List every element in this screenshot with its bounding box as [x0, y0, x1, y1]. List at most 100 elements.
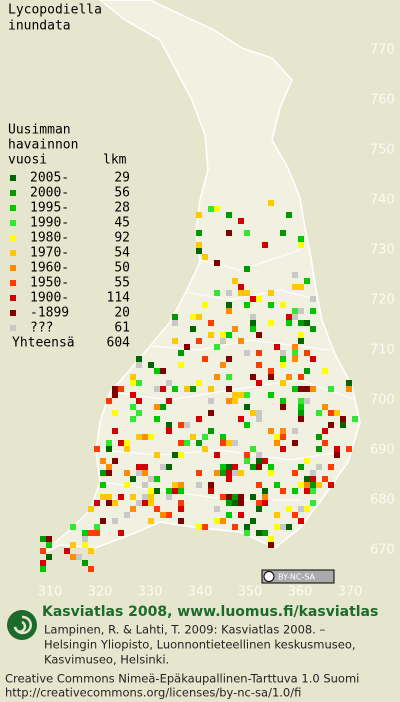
record-square — [328, 464, 334, 470]
record-square — [238, 290, 244, 296]
record-square — [268, 290, 274, 296]
record-square — [100, 458, 106, 464]
record-square — [82, 560, 88, 566]
record-square — [328, 422, 334, 428]
record-square — [196, 380, 202, 386]
record-square — [298, 404, 304, 410]
record-square — [166, 464, 172, 470]
record-square — [310, 488, 316, 494]
legend-swatch — [10, 250, 16, 256]
easting-label: 340 — [188, 585, 213, 600]
record-square — [166, 494, 172, 500]
title: inundata — [8, 19, 71, 34]
legend-swatch — [10, 310, 16, 316]
record-square — [94, 500, 100, 506]
record-square — [238, 494, 244, 500]
record-square — [250, 320, 256, 326]
record-square — [244, 230, 250, 236]
record-square — [310, 386, 316, 392]
record-square — [124, 470, 130, 476]
record-square — [178, 488, 184, 494]
record-square — [298, 332, 304, 338]
record-square — [280, 362, 286, 368]
record-square — [262, 500, 268, 506]
legend-count: 50 — [114, 261, 130, 276]
record-square — [244, 350, 250, 356]
record-square — [334, 446, 340, 452]
record-square — [274, 482, 280, 488]
record-square — [280, 350, 286, 356]
record-square — [106, 440, 112, 446]
record-square — [226, 476, 232, 482]
northing-label: 670 — [370, 543, 395, 558]
legend-count: 28 — [114, 201, 130, 216]
record-square — [298, 464, 304, 470]
record-square — [70, 524, 76, 530]
record-square — [88, 548, 94, 554]
legend-count: 55 — [114, 276, 130, 291]
record-square — [256, 452, 262, 458]
legend-count: 114 — [107, 291, 131, 306]
record-square — [304, 350, 310, 356]
record-square — [190, 314, 196, 320]
record-square — [304, 458, 310, 464]
record-square — [286, 314, 292, 320]
record-square — [220, 464, 226, 470]
record-square — [136, 470, 142, 476]
record-square — [232, 494, 238, 500]
record-square — [70, 554, 76, 560]
cc-icon — [263, 571, 275, 582]
record-square — [298, 284, 304, 290]
record-square — [112, 458, 118, 464]
record-square — [94, 446, 100, 452]
legend-label: 1995- — [30, 201, 69, 216]
record-square — [298, 398, 304, 404]
legend-header: havainnon — [8, 138, 78, 153]
record-square — [280, 434, 286, 440]
record-square — [226, 500, 232, 506]
record-square — [268, 392, 274, 398]
record-square — [286, 212, 292, 218]
record-square — [280, 488, 286, 494]
record-square — [100, 494, 106, 500]
record-square — [316, 410, 322, 416]
record-square — [172, 488, 178, 494]
record-square — [196, 314, 202, 320]
record-square — [262, 530, 268, 536]
record-square — [184, 386, 190, 392]
record-square — [220, 362, 226, 368]
record-square — [292, 512, 298, 518]
record-square — [196, 212, 202, 218]
record-square — [298, 482, 304, 488]
record-square — [196, 248, 202, 254]
record-square — [190, 434, 196, 440]
record-square — [124, 440, 130, 446]
record-square — [178, 422, 184, 428]
record-square — [280, 428, 286, 434]
record-square — [178, 452, 184, 458]
record-square — [244, 458, 250, 464]
record-square — [256, 332, 262, 338]
record-square — [286, 524, 292, 530]
record-square — [226, 356, 232, 362]
record-square — [154, 404, 160, 410]
record-square — [208, 488, 214, 494]
record-square — [268, 470, 274, 476]
record-square — [202, 356, 208, 362]
record-square — [244, 392, 250, 398]
record-square — [280, 302, 286, 308]
record-square — [256, 506, 262, 512]
record-square — [304, 278, 310, 284]
record-square — [184, 440, 190, 446]
record-square — [226, 512, 232, 518]
record-square — [130, 404, 136, 410]
legend-label: 2000- — [30, 186, 69, 201]
citation: Helsingin Yliopisto, Luonnontieteellinen… — [44, 638, 356, 652]
record-square — [214, 506, 220, 512]
record-square — [214, 518, 220, 524]
record-square — [298, 410, 304, 416]
easting-label: 350 — [238, 585, 263, 600]
legend-label: 1950- — [30, 276, 69, 291]
record-square — [40, 566, 46, 572]
record-square — [298, 320, 304, 326]
